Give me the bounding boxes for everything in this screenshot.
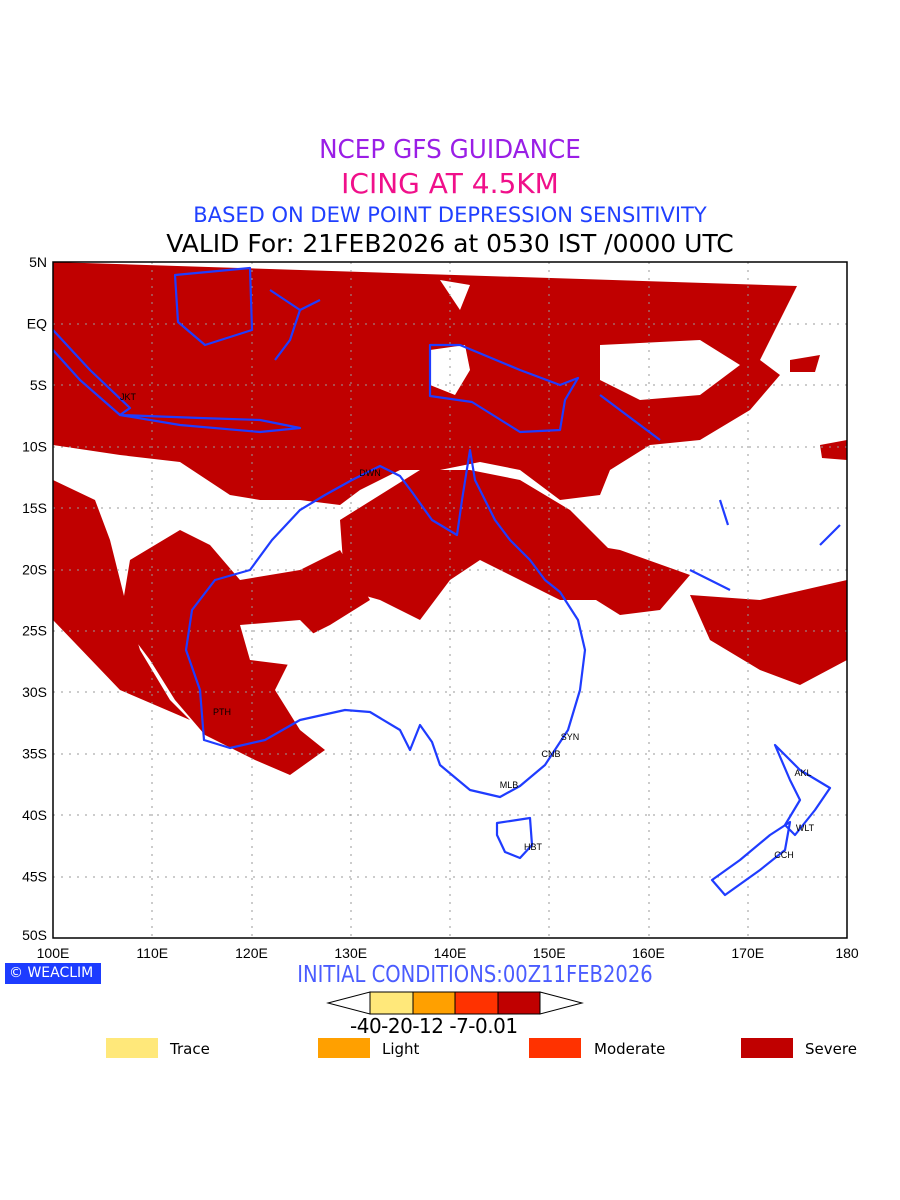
grid-lines (53, 262, 847, 938)
lat-label: 25S (22, 623, 47, 639)
valid-time: VALID For: 21FEB2026 at 0530 IST /0000 U… (166, 229, 734, 258)
lon-labels: 100E 110E 120E 130E 140E 150E 160E 170E 180 (37, 945, 859, 961)
lon-label: 160E (632, 945, 665, 961)
lat-label: 15S (22, 500, 47, 516)
city-label: JKT (120, 392, 137, 402)
title-line-2: ICING AT 4.5KM (341, 167, 559, 200)
legend-swatch-light (318, 1038, 370, 1058)
severe-icing-areas (53, 262, 847, 775)
city-label: HBT (524, 842, 543, 852)
lat-labels: 5N EQ 5S 10S 15S 20S 25S 30S 35S 40S 45S 50S (22, 254, 47, 943)
clear-areas (240, 280, 740, 665)
legend-label-moderate: Moderate (594, 1040, 666, 1058)
city-label: CNB (541, 749, 560, 759)
legend-label-light: Light (382, 1040, 420, 1058)
lat-label: EQ (27, 315, 47, 331)
lon-label: 120E (235, 945, 268, 961)
city-label: WLT (796, 823, 815, 833)
lat-label: 40S (22, 807, 47, 823)
lon-label: 180 (835, 945, 859, 961)
logo-text: WEACLIM (27, 965, 94, 981)
city-label: MLB (500, 780, 519, 790)
lon-label: 140E (434, 945, 467, 961)
lat-label: 45S (22, 869, 47, 885)
city-label: PTH (213, 707, 231, 717)
city-label: SYN (561, 732, 580, 742)
legend-label-severe: Severe (805, 1040, 857, 1058)
weaclim-logo: © WEACLIM (5, 963, 101, 984)
lat-label: 10S (22, 438, 47, 454)
lon-label: 170E (731, 945, 764, 961)
lon-label: 150E (533, 945, 566, 961)
lon-label: 130E (334, 945, 367, 961)
legend-swatch-severe (741, 1038, 793, 1058)
lat-label: 50S (22, 927, 47, 943)
lat-label: 5N (29, 254, 47, 270)
lon-label: 110E (136, 945, 168, 961)
city-label: AKL (794, 768, 811, 778)
lat-label: 35S (22, 746, 47, 762)
legend-swatch-moderate (529, 1038, 581, 1058)
city-label: DWN (359, 468, 381, 478)
title-line-1: NCEP GFS GUIDANCE (319, 135, 581, 165)
lat-label: 5S (30, 377, 47, 393)
title-line-3: BASED ON DEW POINT DEPRESSION SENSITIVIT… (193, 203, 707, 227)
city-label: CCH (774, 850, 794, 860)
initial-conditions: INITIAL CONDITIONS:00Z11FEB2026 (297, 962, 653, 988)
colorbar-labels: -40-20-12 -7-0.01 (350, 1014, 518, 1038)
plot-frame (52, 261, 848, 939)
legend-swatch-trace (106, 1038, 158, 1058)
lat-label: 20S (22, 561, 47, 577)
map-plot: 5N EQ 5S 10S 15S 20S 25S 30S 35S 40S 45S 50S 100E 11… (22, 254, 859, 961)
lat-label: 30S (22, 684, 47, 700)
coastlines (52, 266, 841, 897)
legend-label-trace: Trace (170, 1040, 210, 1058)
lon-label: 100E (37, 945, 70, 961)
